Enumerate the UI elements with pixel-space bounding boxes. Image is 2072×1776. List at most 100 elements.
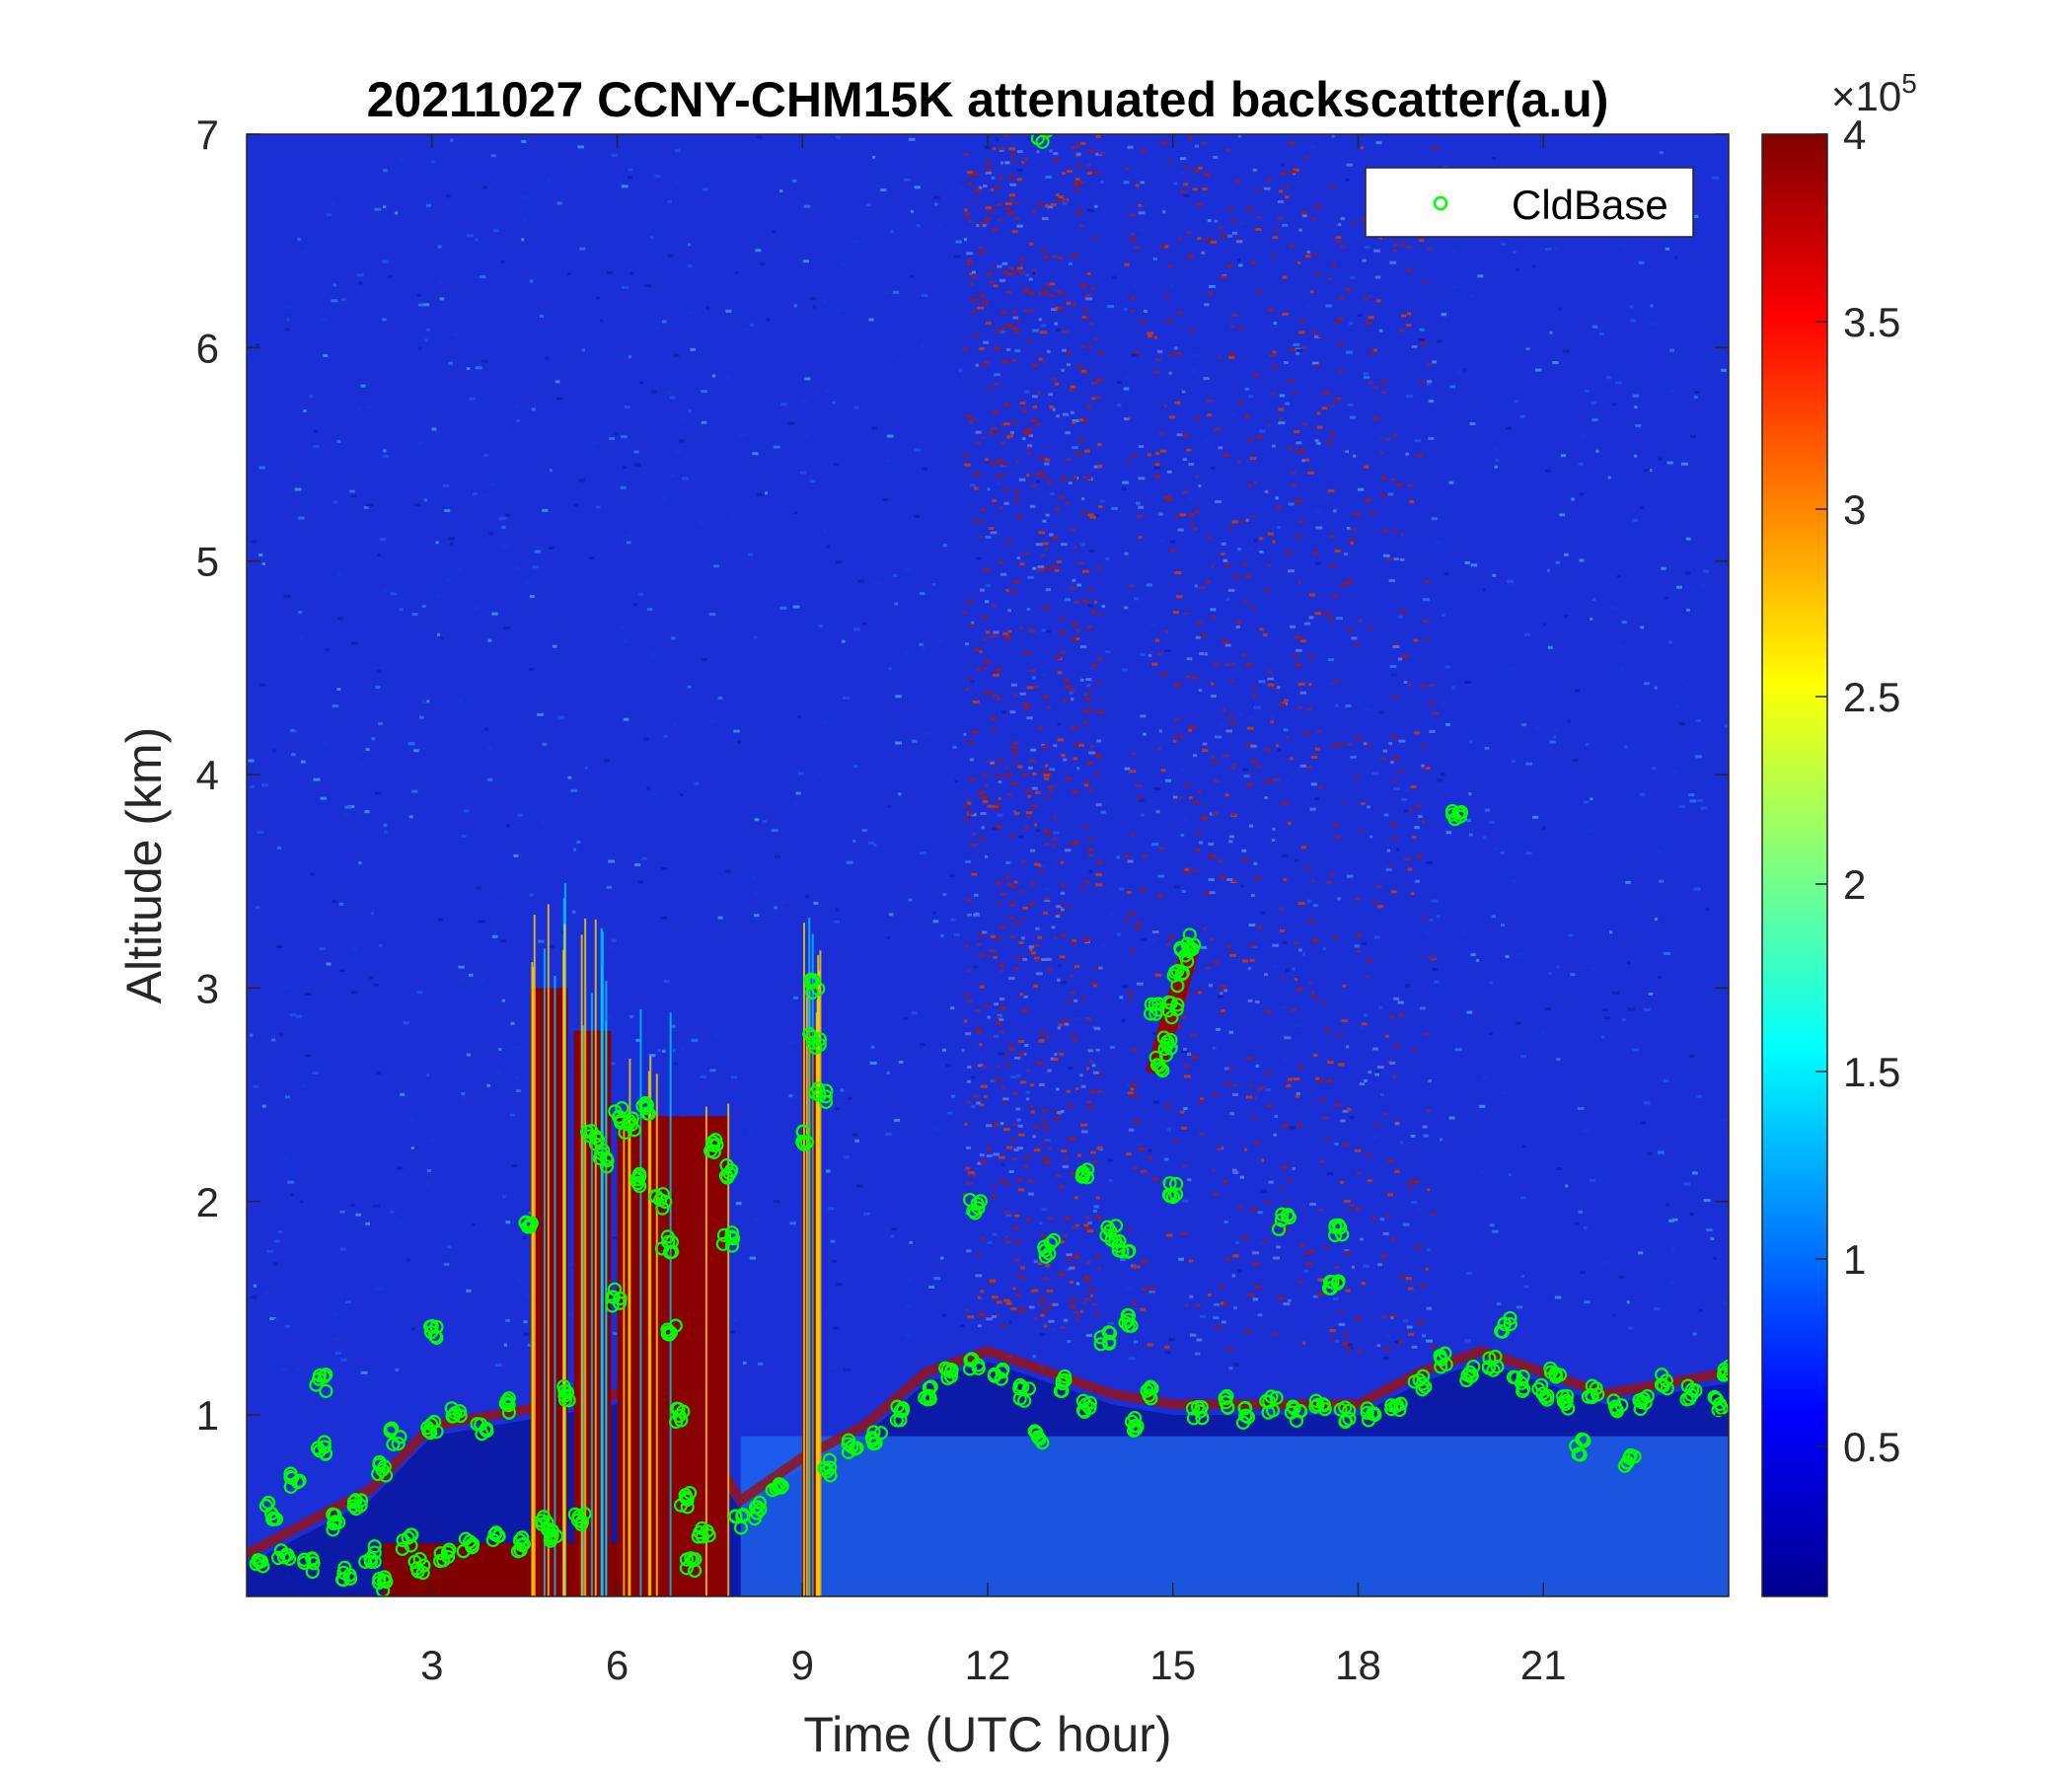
aerosol-speckle <box>1056 913 1063 917</box>
aerosol-speckle <box>971 843 979 847</box>
noise-speckle <box>1590 797 1593 801</box>
aerosol-speckle <box>1023 431 1031 435</box>
aerosol-speckle <box>966 599 974 603</box>
noise-speckle <box>366 503 374 507</box>
noise-speckle <box>1477 274 1484 278</box>
aerosol-speckle <box>1030 951 1036 955</box>
cldbase-point <box>1482 1351 1497 1366</box>
aerosol-speckle <box>1091 1302 1098 1306</box>
noise-speckle <box>1378 710 1384 714</box>
aerosol-speckle <box>974 648 980 652</box>
noise-speckle <box>1508 582 1515 586</box>
noise-speckle <box>1532 264 1536 268</box>
aerosol-speckle <box>1368 626 1372 629</box>
noise-speckle <box>1025 273 1030 277</box>
aerosol-speckle <box>1087 513 1094 517</box>
aerosol-speckle <box>1282 1124 1289 1128</box>
noise-speckle <box>304 992 312 996</box>
colorbar-gradient <box>1761 133 1828 1597</box>
noise-speckle <box>368 976 374 980</box>
legend-label: CldBase <box>1512 182 1668 228</box>
aerosol-speckle <box>965 1308 969 1312</box>
noise-speckle <box>1578 1210 1584 1214</box>
aerosol-speckle <box>997 474 1003 478</box>
cldbase-point <box>668 1318 683 1333</box>
aerosol-speckle <box>1347 874 1351 878</box>
noise-speckle <box>1248 824 1254 828</box>
noise-speckle <box>1675 1084 1679 1088</box>
noise-speckle <box>997 1013 1002 1017</box>
noise-speckle <box>319 947 326 951</box>
noise-speckle <box>1375 141 1382 145</box>
cldbase-point <box>401 1530 415 1545</box>
aerosol-speckle <box>1297 331 1305 334</box>
aerosol-speckle <box>1022 906 1029 910</box>
aerosol-speckle <box>1031 786 1038 790</box>
aerosol-speckle <box>1318 1208 1323 1212</box>
aerosol-speckle <box>1082 1300 1086 1304</box>
aerosol-speckle <box>1264 489 1269 493</box>
noise-speckle <box>529 594 535 598</box>
aerosol-speckle <box>1366 322 1372 326</box>
aerosol-speckle <box>1200 815 1205 819</box>
noise-speckle <box>919 642 924 646</box>
cldbase-point <box>1079 1170 1094 1185</box>
aerosol-speckle <box>1182 490 1189 494</box>
noise-speckle <box>1312 1295 1318 1298</box>
aerosol-speckle <box>1093 984 1097 988</box>
noise-speckle <box>1591 325 1598 329</box>
aerosol-speckle <box>1299 764 1307 768</box>
aerosol-speckle <box>1154 358 1161 362</box>
noise-speckle <box>1627 1007 1635 1011</box>
aerosol-speckle <box>971 621 975 625</box>
aerosol-speckle <box>1126 1151 1132 1155</box>
noise-speckle <box>1724 724 1729 728</box>
aerosol-speckle <box>1380 380 1387 384</box>
noise-speckle <box>300 403 305 407</box>
aerosol-speckle <box>1056 289 1062 293</box>
noise-speckle <box>852 628 860 631</box>
noise-speckle <box>445 194 451 198</box>
cldbase-point <box>1540 1388 1555 1403</box>
cloud-streak <box>562 949 565 1596</box>
noise-speckle <box>1259 550 1264 554</box>
noise-speckle <box>1016 1073 1021 1077</box>
noise-speckle <box>888 666 892 670</box>
aerosol-speckle <box>1073 1310 1079 1314</box>
aerosol-speckle <box>973 893 979 897</box>
aerosol-speckle <box>1208 1294 1212 1297</box>
noise-speckle <box>1556 965 1560 969</box>
aerosol-speckle <box>1181 1231 1188 1235</box>
aerosol-speckle <box>1211 564 1216 568</box>
noise-speckle <box>480 275 486 279</box>
aerosol-speckle <box>1265 589 1270 593</box>
noise-speckle <box>567 272 571 276</box>
aerosol-speckle <box>997 1065 1000 1069</box>
cldbase-point <box>1316 1397 1331 1412</box>
noise-speckle <box>1005 1214 1012 1218</box>
aerosol-speckle <box>1259 628 1264 631</box>
aerosol-speckle <box>1097 465 1103 469</box>
aerosol-speckle <box>1301 210 1307 214</box>
aerosol-speckle <box>1051 308 1058 312</box>
aerosol-speckle <box>1383 1347 1390 1351</box>
noise-speckle <box>764 491 768 495</box>
aerosol-speckle <box>1203 377 1210 381</box>
noise-speckle <box>919 592 925 596</box>
cldbase-point <box>1144 997 1158 1011</box>
noise-speckle <box>1590 617 1593 621</box>
noise-speckle <box>1101 944 1107 948</box>
noise-speckle <box>1033 1260 1039 1264</box>
aerosol-speckle <box>1338 1322 1346 1326</box>
aerosol-speckle <box>966 1181 973 1185</box>
noise-speckle <box>1076 583 1081 587</box>
aerosol-speckle <box>1174 570 1182 574</box>
aerosol-speckle <box>1428 702 1434 705</box>
noise-speckle <box>1648 992 1654 996</box>
aerosol-speckle <box>981 300 989 304</box>
aerosol-speckle <box>1263 1239 1268 1243</box>
aerosol-speckle <box>1365 743 1371 747</box>
aerosol-speckle <box>1174 346 1178 350</box>
noise-speckle <box>620 627 625 630</box>
aerosol-speckle <box>1048 393 1054 397</box>
